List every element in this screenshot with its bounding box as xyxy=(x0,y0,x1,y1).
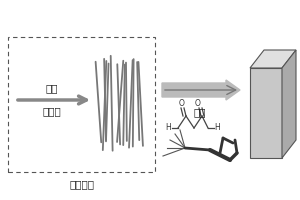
Polygon shape xyxy=(250,50,296,68)
Polygon shape xyxy=(282,50,296,158)
Text: O: O xyxy=(195,99,201,108)
Text: 热压: 热压 xyxy=(194,107,206,117)
Text: 研磨: 研磨 xyxy=(46,83,58,93)
Text: H: H xyxy=(165,123,171,132)
Bar xyxy=(8,37,155,172)
Text: O: O xyxy=(179,99,185,108)
FancyArrow shape xyxy=(162,80,240,100)
Text: 碱处理: 碱处理 xyxy=(43,106,61,116)
Bar xyxy=(250,68,282,158)
Text: 木质纤维: 木质纤维 xyxy=(69,179,94,189)
Text: H: H xyxy=(214,123,220,132)
